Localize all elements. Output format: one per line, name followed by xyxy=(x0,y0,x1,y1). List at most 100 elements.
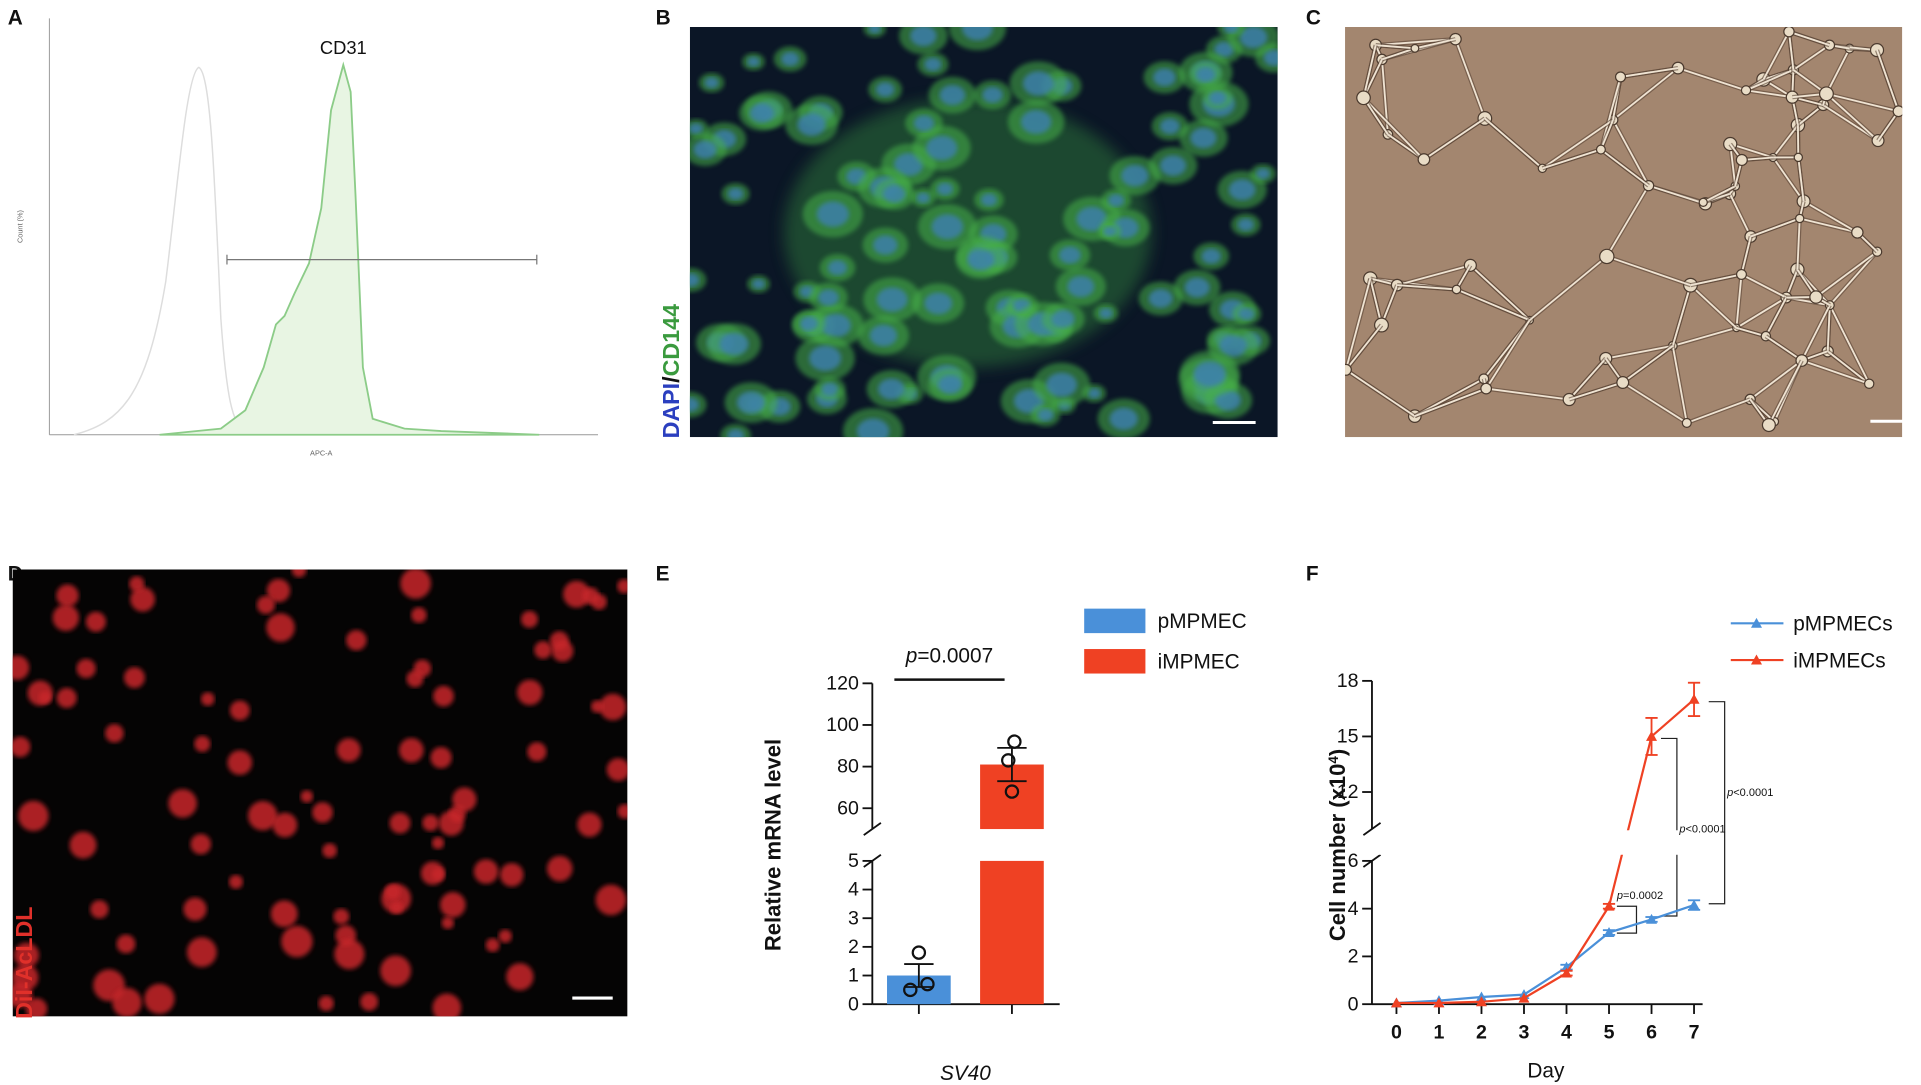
tube xyxy=(1815,250,1878,298)
nucleus xyxy=(1239,26,1268,49)
series-line xyxy=(1396,904,1695,1005)
y-tick-label: 3 xyxy=(848,907,859,929)
nucleus xyxy=(924,292,953,315)
node xyxy=(1616,375,1630,390)
nucleus xyxy=(1022,71,1054,96)
cell xyxy=(390,900,403,914)
tube xyxy=(1702,185,1736,204)
cell xyxy=(52,604,80,631)
cell xyxy=(105,723,124,743)
tube xyxy=(1612,67,1679,121)
cell xyxy=(551,640,574,662)
cell xyxy=(116,934,136,954)
nucleus xyxy=(809,345,842,371)
cell xyxy=(190,833,212,855)
image-d xyxy=(12,569,628,1017)
cell xyxy=(12,736,31,758)
x-tick-label: 5 xyxy=(1604,1021,1615,1043)
control-curve xyxy=(73,66,252,436)
tube xyxy=(1826,305,1831,352)
tube xyxy=(1671,284,1692,347)
node xyxy=(1480,382,1493,395)
tube xyxy=(1741,273,1787,299)
cell xyxy=(270,900,298,928)
nucleus xyxy=(980,193,997,207)
nucleus xyxy=(781,52,799,66)
nucleus xyxy=(816,201,850,227)
cell xyxy=(473,859,499,884)
tube xyxy=(1456,288,1530,322)
nucleus xyxy=(1190,127,1217,149)
bracket xyxy=(1616,905,1638,934)
tube xyxy=(1792,44,1831,71)
legend-label: pMPMEC xyxy=(1158,610,1247,633)
nucleus xyxy=(876,82,895,97)
node xyxy=(1735,153,1748,167)
bar-lower xyxy=(980,860,1044,1005)
text-part: ) xyxy=(1325,749,1350,756)
x-tick-label: 0 xyxy=(1391,1021,1402,1043)
cell xyxy=(422,814,439,832)
nucleus xyxy=(876,287,908,312)
nucleus xyxy=(962,26,993,41)
tube xyxy=(1825,93,1879,142)
tube xyxy=(1600,148,1650,187)
nucleus xyxy=(916,192,930,203)
legend-swatch xyxy=(1084,608,1146,634)
stain-label: DAPI/CD144 xyxy=(658,304,684,438)
annotation: p=0.0002 xyxy=(1616,890,1663,902)
nucleus xyxy=(967,249,995,271)
nucleus xyxy=(869,324,898,347)
cell xyxy=(360,992,379,1011)
tube xyxy=(1362,44,1377,99)
cell xyxy=(411,607,427,623)
tube xyxy=(1469,264,1531,321)
cell xyxy=(129,576,145,592)
panel-label: B xyxy=(656,6,671,29)
nucleus xyxy=(821,382,839,396)
axis-break-gap xyxy=(1375,830,1707,855)
node xyxy=(1595,144,1606,155)
cell xyxy=(563,580,591,608)
cell xyxy=(194,735,211,752)
node xyxy=(1614,71,1627,83)
node xyxy=(1761,417,1776,433)
cell xyxy=(25,998,48,1017)
cell xyxy=(433,685,454,707)
y-tick-label: 80 xyxy=(837,756,859,778)
data-point xyxy=(1688,693,1700,704)
axis-break xyxy=(1362,854,1382,868)
tube xyxy=(1829,251,1878,306)
cell xyxy=(520,610,538,628)
axis-break xyxy=(1362,822,1382,836)
flow-panel: CD31 APC-A Count (%) xyxy=(15,18,599,458)
cell xyxy=(517,679,543,706)
stain-slash: / xyxy=(658,376,684,383)
nucleus xyxy=(727,429,744,438)
node xyxy=(1783,26,1795,38)
nucleus xyxy=(689,397,699,412)
cell xyxy=(227,750,253,775)
cell xyxy=(430,746,452,769)
tube xyxy=(1396,264,1471,287)
nucleus xyxy=(1076,206,1108,232)
tube xyxy=(1671,345,1688,424)
tube xyxy=(1605,344,1673,360)
tube xyxy=(1485,319,1531,390)
nucleus xyxy=(719,332,749,356)
tube xyxy=(1454,38,1486,119)
nucleus xyxy=(1058,246,1081,264)
nucleus xyxy=(982,86,1003,103)
cell xyxy=(406,670,424,688)
tube xyxy=(1612,119,1650,187)
text-part: p xyxy=(1726,787,1733,799)
data-point xyxy=(1518,992,1530,1003)
nucleus xyxy=(1263,49,1278,66)
tube xyxy=(1826,92,1899,113)
flow-y-label: Count (%) xyxy=(15,210,24,243)
cell xyxy=(400,569,431,599)
tube xyxy=(1772,156,1805,202)
tube xyxy=(1486,387,1570,401)
cell xyxy=(27,680,53,706)
